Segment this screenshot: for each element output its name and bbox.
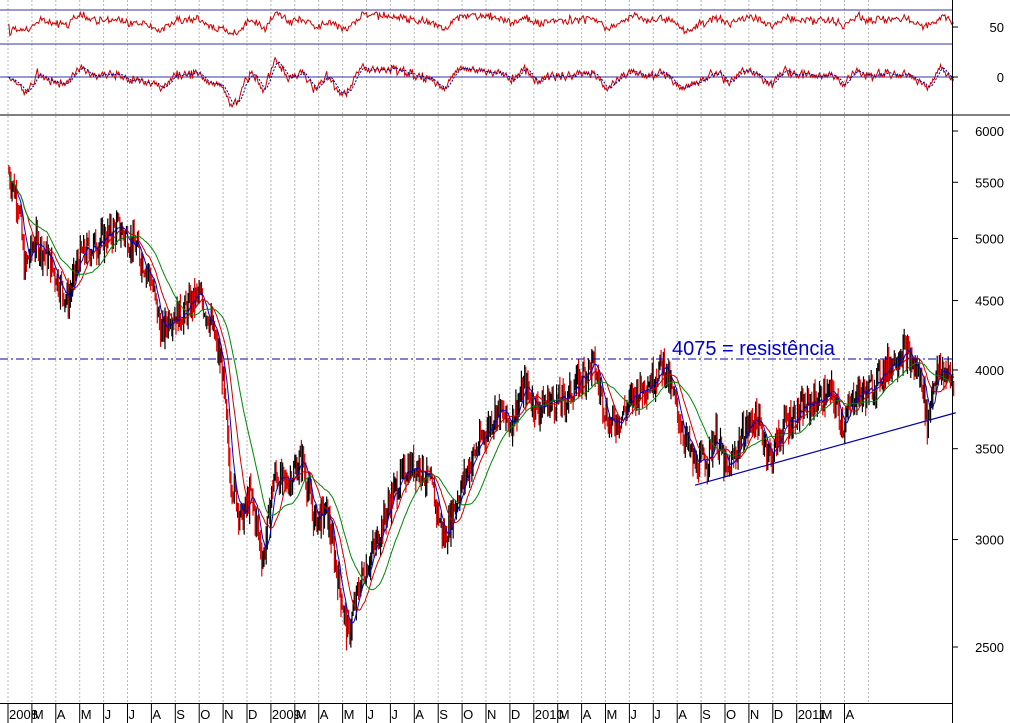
moving-average-line [8, 171, 955, 624]
month-label: 2010 [535, 707, 564, 722]
month-label: N [750, 707, 759, 722]
month-label: D [248, 707, 257, 722]
price-tick-label: 5500 [975, 175, 1004, 190]
month-label: 2009 [272, 707, 301, 722]
month-label: J [129, 707, 136, 722]
month-label: M [296, 707, 307, 722]
month-label: J [368, 707, 375, 722]
moving-average-line [8, 171, 954, 611]
price-tick-label: 4500 [975, 294, 1004, 309]
month-label: S [439, 707, 448, 722]
rsi-line [8, 10, 955, 37]
month-label: D [774, 707, 783, 722]
month-label: M [33, 707, 44, 722]
moving-average-line [8, 171, 954, 591]
month-label: M [559, 707, 570, 722]
month-label: M [344, 707, 355, 722]
month-label: J [105, 707, 112, 722]
month-label: J [654, 707, 661, 722]
support-trendline [694, 412, 956, 486]
price-tick-label: 6000 [975, 124, 1004, 139]
annotation-label: 4075 = resistência [672, 338, 836, 360]
month-label: A [678, 707, 687, 722]
oscillator-tick-label: 0 [997, 70, 1004, 85]
price-tick-label: 5000 [975, 231, 1004, 246]
oscillator-tick-label: 50 [990, 20, 1004, 35]
month-label: N [487, 707, 496, 722]
month-label: A [415, 707, 424, 722]
month-label: 2008 [9, 707, 38, 722]
month-label: A [57, 707, 66, 722]
month-label: 2011 [798, 707, 826, 722]
month-label: A [846, 707, 855, 722]
price-tick-label: 3500 [975, 442, 1004, 457]
month-label: S [702, 707, 711, 722]
momentum-line [8, 56, 955, 109]
month-label: J [630, 707, 637, 722]
month-label: M [81, 707, 92, 722]
price-tick-label: 3000 [975, 533, 1004, 548]
month-label: A [320, 707, 329, 722]
momentum-signal-line [8, 61, 954, 105]
month-label: A [583, 707, 592, 722]
month-label: M [822, 707, 833, 722]
price-tick-label: 4000 [975, 363, 1004, 378]
month-label: A [152, 707, 161, 722]
month-label: O [200, 707, 210, 722]
month-label: O [726, 707, 736, 722]
month-label: O [463, 707, 473, 722]
month-label: J [391, 707, 398, 722]
month-label: M [607, 707, 618, 722]
month-label: S [176, 707, 185, 722]
month-label: N [224, 707, 233, 722]
price-tick-label: 2500 [975, 640, 1004, 655]
month-label: D [511, 707, 520, 722]
